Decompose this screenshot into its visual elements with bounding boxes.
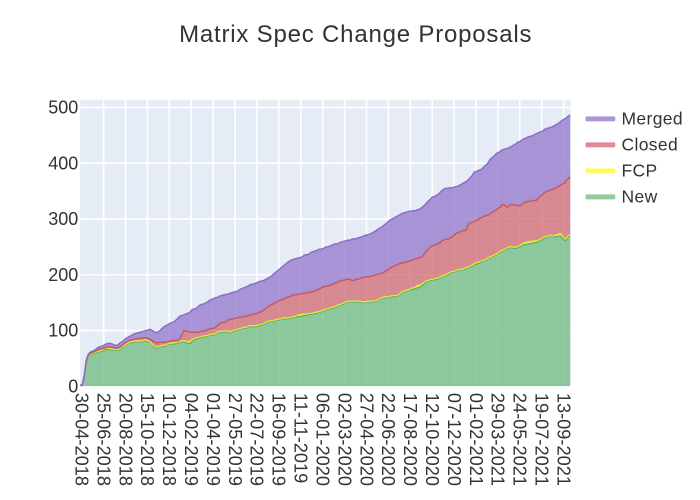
svg-text:16-09-2019: 16-09-2019 bbox=[269, 393, 289, 486]
svg-text:Closed: Closed bbox=[622, 134, 679, 154]
svg-text:20-08-2018: 20-08-2018 bbox=[115, 393, 135, 486]
svg-text:400: 400 bbox=[48, 153, 78, 173]
svg-text:04-02-2019: 04-02-2019 bbox=[181, 393, 201, 486]
svg-text:Merged: Merged bbox=[622, 108, 683, 128]
svg-text:22-06-2020: 22-06-2020 bbox=[378, 393, 398, 486]
svg-text:19-07-2021: 19-07-2021 bbox=[532, 393, 552, 486]
svg-text:22-07-2019: 22-07-2019 bbox=[247, 393, 267, 486]
svg-text:New: New bbox=[622, 186, 658, 206]
svg-text:07-12-2020: 07-12-2020 bbox=[444, 393, 464, 486]
svg-text:01-02-2021: 01-02-2021 bbox=[466, 393, 486, 486]
svg-text:02-03-2020: 02-03-2020 bbox=[334, 393, 354, 486]
svg-text:13-09-2021: 13-09-2021 bbox=[553, 393, 573, 486]
svg-text:0: 0 bbox=[68, 377, 78, 397]
svg-text:100: 100 bbox=[48, 321, 78, 341]
svg-text:27-05-2019: 27-05-2019 bbox=[225, 393, 245, 486]
svg-text:15-10-2018: 15-10-2018 bbox=[137, 393, 157, 486]
svg-text:29-03-2021: 29-03-2021 bbox=[488, 393, 508, 486]
svg-text:11-11-2019: 11-11-2019 bbox=[291, 393, 311, 483]
svg-text:06-01-2020: 06-01-2020 bbox=[313, 393, 333, 486]
svg-text:500: 500 bbox=[48, 98, 78, 118]
svg-text:200: 200 bbox=[48, 265, 78, 285]
svg-text:25-06-2018: 25-06-2018 bbox=[93, 393, 113, 486]
svg-text:24-05-2021: 24-05-2021 bbox=[510, 393, 530, 486]
svg-text:30-04-2018: 30-04-2018 bbox=[72, 393, 92, 486]
svg-text:10-12-2018: 10-12-2018 bbox=[159, 393, 179, 486]
svg-text:FCP: FCP bbox=[622, 160, 658, 180]
svg-text:01-04-2019: 01-04-2019 bbox=[203, 393, 223, 486]
svg-text:Matrix Spec Change Proposals: Matrix Spec Change Proposals bbox=[179, 21, 532, 48]
svg-text:300: 300 bbox=[48, 209, 78, 229]
svg-text:27-04-2020: 27-04-2020 bbox=[356, 393, 376, 486]
svg-text:12-10-2020: 12-10-2020 bbox=[422, 393, 442, 486]
svg-text:17-08-2020: 17-08-2020 bbox=[400, 393, 420, 486]
